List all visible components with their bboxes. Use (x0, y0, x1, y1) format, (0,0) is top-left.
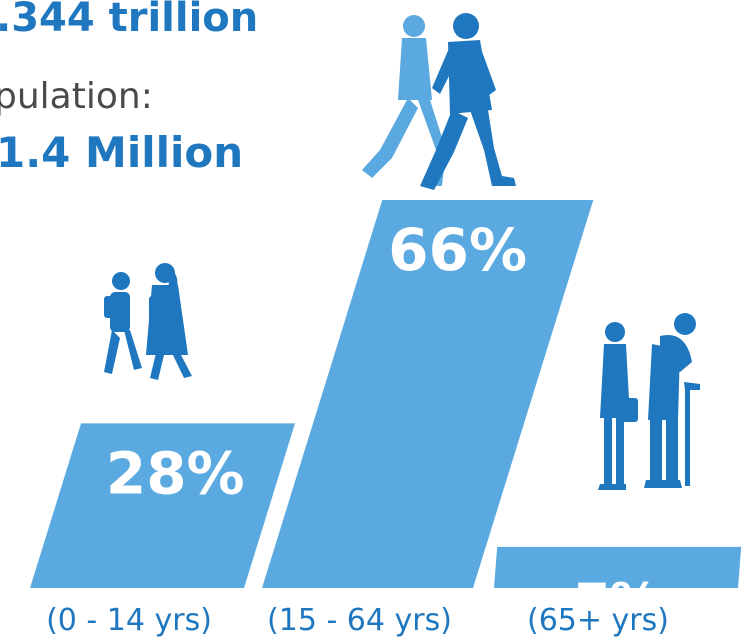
adults-walking-icon (362, 13, 516, 190)
category-label-3: (65+ yrs) (527, 603, 669, 638)
children-walking-icon (104, 263, 192, 380)
bar-value-label-1: 28% (106, 439, 245, 507)
bar-3 (494, 546, 742, 588)
category-labels: (0 - 14 yrs) (15 - 64 yrs) (65+ yrs) (46, 603, 669, 638)
bar-2 (262, 200, 594, 588)
population-value: 1.4 Million (0, 128, 243, 177)
category-label-2: (15 - 64 yrs) (267, 603, 452, 638)
bar-value-labels: 28% 66% 7% (106, 216, 660, 631)
gdp-headline: .344 trillion (0, 0, 258, 41)
bars-group (30, 200, 742, 588)
bar-value-label-2: 66% (388, 216, 527, 284)
bar-value-label-3: 7% (575, 573, 660, 631)
population-label: pulation: (0, 76, 153, 117)
category-label-1: (0 - 14 yrs) (46, 603, 212, 638)
bar-1 (30, 423, 296, 588)
elderly-walking-icon (598, 313, 700, 490)
